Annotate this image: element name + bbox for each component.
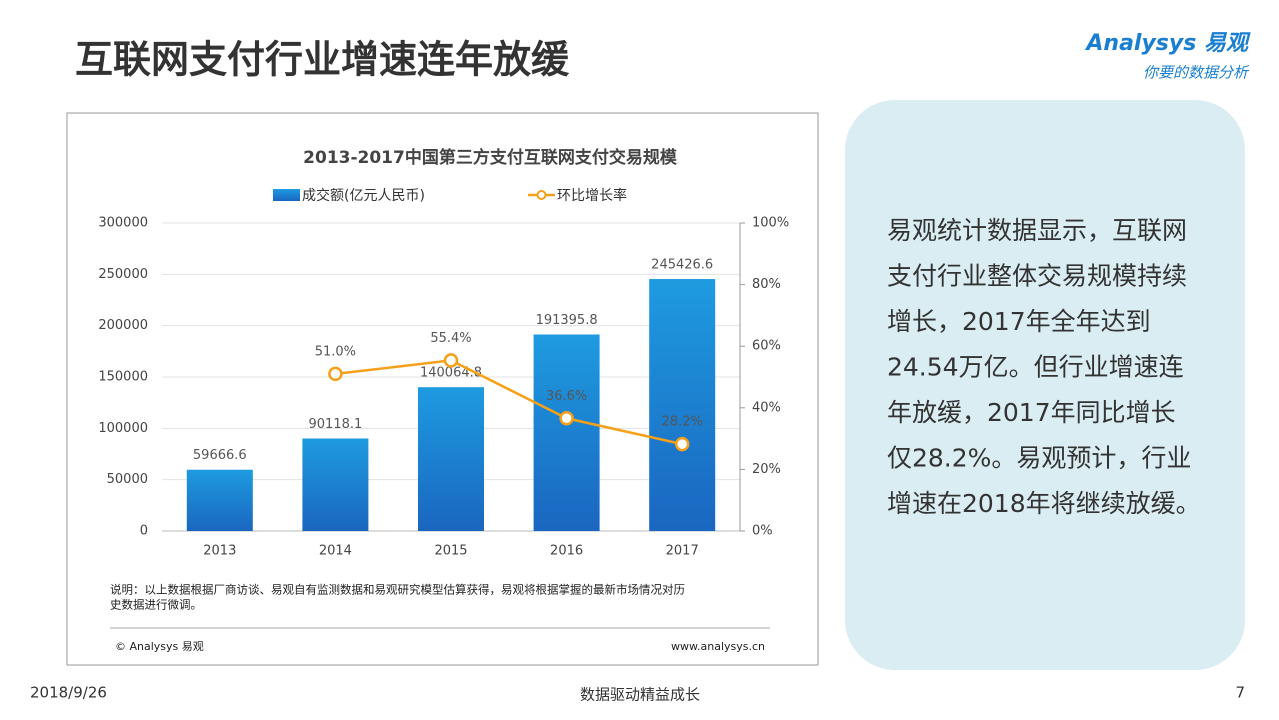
logo-name: Analysys 易观: [1084, 31, 1251, 56]
y2-tick-label: 80%: [752, 277, 781, 292]
line-marker: [559, 411, 574, 426]
panel-text: 易观统计数据显示，互联网: [887, 216, 1187, 245]
x-tick-label: 2014: [319, 544, 352, 559]
legend-marker: [536, 190, 547, 200]
chart-title: 2013-2017中国第三方支付互联网支付交易规模: [303, 147, 678, 168]
y2-tick-label: 60%: [752, 339, 781, 354]
bar: [533, 334, 600, 531]
legend-swatch: [273, 189, 300, 201]
line-marker: [328, 366, 343, 382]
legend-label: 成交额(亿元人民币): [302, 187, 425, 204]
y-tick-label: 100000: [98, 421, 148, 436]
panel-text: 24.54万亿。但行业增速连: [887, 353, 1184, 382]
y2-tick-label: 40%: [752, 400, 781, 415]
line-label: 36.6%: [546, 389, 587, 404]
line-marker: [674, 436, 690, 452]
footer-slogan: 数据驱动精益成长: [580, 686, 700, 704]
bar: [418, 387, 484, 531]
line-marker: [443, 353, 459, 368]
y-tick-label: 0: [140, 524, 148, 539]
panel-text: 年放缓，2017年同比增长: [887, 398, 1176, 427]
x-tick-label: 2015: [434, 544, 467, 559]
slide-title: 互联网支付行业增速连年放缓: [75, 38, 570, 82]
bar-label: 90118.1: [309, 417, 363, 432]
y2-tick-label: 100%: [752, 216, 789, 231]
line: [335, 359, 683, 446]
y-tick-label: 250000: [98, 267, 148, 282]
footer-date: 2018/9/26: [30, 684, 107, 702]
panel-text: 增长，2017年全年达到: [887, 307, 1151, 336]
y-tick-label: 300000: [98, 216, 148, 231]
text-panel: [845, 100, 1245, 670]
page-number: 7: [1235, 684, 1245, 702]
x-tick-label: 2016: [550, 544, 583, 559]
y-tick-label: 150000: [98, 370, 148, 385]
bar-label: 140064.8: [420, 366, 482, 381]
line-label: 28.2%: [662, 415, 703, 430]
y2-tick-label: 20%: [752, 462, 781, 477]
bar-label: 245426.6: [651, 258, 713, 273]
y-tick-label: 200000: [98, 318, 148, 333]
x-tick-label: 2013: [203, 544, 236, 559]
panel-text: 仅28.2%。易观预计，行业: [887, 444, 1191, 473]
logo-slogan: 你要的数据分析: [1143, 64, 1250, 82]
line-label: 51.0%: [315, 344, 356, 359]
bar: [649, 279, 716, 531]
bar: [186, 469, 253, 531]
copyright: © Analysys 易观: [115, 640, 204, 653]
panel-text: 增速在2018年将继续放缓。: [887, 489, 1201, 518]
line-label: 55.4%: [430, 331, 471, 346]
panel-text: 支付行业整体交易规模持续: [887, 262, 1187, 291]
legend-label: 环比增长率: [557, 187, 627, 204]
y-tick-label: 50000: [107, 472, 148, 487]
note: 史数据进行微调。: [110, 598, 202, 612]
bar: [302, 438, 369, 531]
website: www.analysys.cn: [671, 640, 765, 653]
note: 说明：以上数据根据厂商访谈、易观自有监测数据和易观研究模型估算获得，易观将根据掌…: [110, 583, 685, 597]
bar-label: 59666.6: [193, 448, 247, 463]
bar-label: 191395.8: [536, 313, 598, 328]
x-tick-label: 2017: [666, 544, 699, 559]
y2-tick-label: 0%: [752, 524, 773, 539]
